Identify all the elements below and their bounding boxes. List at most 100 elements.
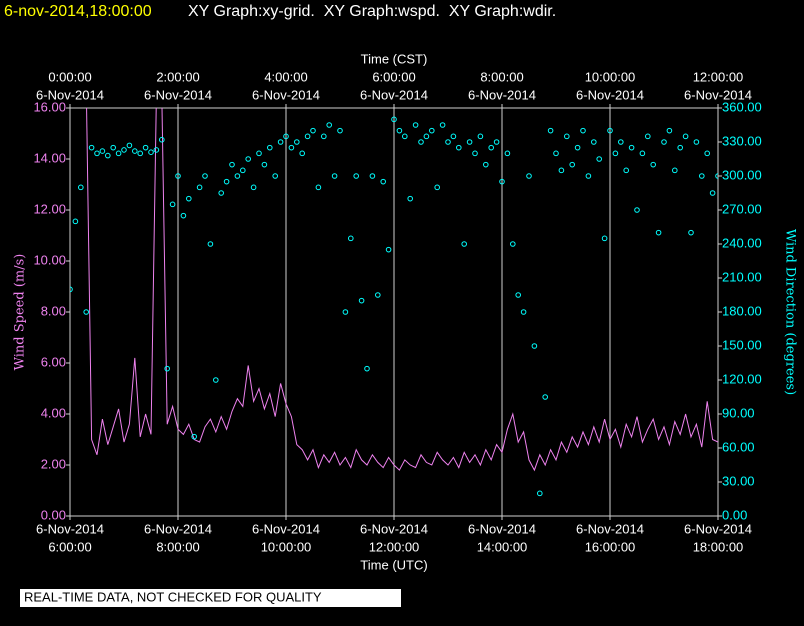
wind-direction-point: [110, 144, 116, 151]
wind-direction-point: [261, 161, 268, 168]
y-tick-label: 12.00: [33, 201, 66, 216]
wind-direction-point: [585, 173, 592, 179]
wind-direction-point: [429, 127, 435, 134]
wind-direction-point: [569, 161, 576, 168]
wind-direction-point: [99, 148, 106, 154]
wind-direction-point: [348, 235, 354, 242]
wind-direction-point: [342, 309, 349, 315]
wind-direction-point: [650, 161, 657, 168]
wind-direction-point: [439, 122, 446, 128]
wind-direction-point: [364, 365, 370, 372]
wind-direction-point: [542, 394, 549, 400]
x2-axis-title: Time (CST): [361, 51, 428, 66]
x-tick-label: 14:00:00: [477, 539, 528, 554]
x-tick-label: 8:00:00: [156, 539, 199, 554]
wind-direction-point: [510, 241, 516, 247]
y-tick-label: 4.00: [41, 405, 66, 420]
wind-direction-point: [88, 144, 95, 151]
wind-direction-point: [272, 173, 279, 179]
y-tick-label: 16.00: [33, 99, 66, 114]
chart-subtitle: XY Graph:xy-grid. XY Graph:wspd. XY Grap…: [188, 3, 556, 20]
wind-direction-point: [288, 144, 295, 151]
y2-tick-label: 120.00: [722, 371, 762, 386]
wind-direction-point: [121, 147, 127, 153]
wind-direction-point: [159, 136, 165, 143]
wind-direction-point: [515, 292, 522, 298]
x2-tick-date: 6-Nov-2014: [360, 87, 428, 102]
wind-direction-point: [520, 309, 527, 315]
x2-tick-label: 2:00:00: [156, 69, 199, 84]
wind-direction-point: [315, 184, 322, 191]
x2-tick-label: 6:00:00: [372, 69, 415, 84]
wind-direction-point: [601, 235, 608, 242]
wind-direction-point: [369, 173, 376, 179]
wind-direction-point: [591, 139, 597, 145]
y2-tick-label: 270.00: [722, 201, 762, 216]
y2-tick-label: 360.00: [722, 99, 762, 114]
wind-direction-point: [623, 167, 630, 174]
wind-direction-point: [472, 150, 478, 157]
wind-direction-point: [304, 133, 311, 140]
wind-direction-point: [207, 241, 214, 247]
wind-direction-point: [229, 161, 235, 168]
wind-direction-point: [407, 195, 414, 202]
wind-direction-point: [526, 173, 532, 179]
wind-direction-point: [83, 309, 89, 315]
x2-tick-date: 6-Nov-2014: [252, 87, 320, 102]
wind-direction-point: [169, 201, 176, 208]
wind-direction-point: [105, 152, 111, 159]
y2-axis-title: Wind Direction (degrees): [783, 229, 798, 395]
wind-direction-point: [434, 184, 441, 191]
x-tick-label: 10:00:00: [261, 539, 312, 554]
wind-direction-point: [148, 149, 154, 155]
wind-direction-point: [283, 133, 289, 140]
wind-direction-point: [126, 142, 133, 149]
wind-direction-point: [547, 127, 554, 134]
wind-direction-point: [245, 156, 251, 162]
y-tick-label: 2.00: [41, 456, 66, 471]
x2-tick-label: 4:00:00: [264, 69, 307, 84]
wind-direction-point: [639, 150, 646, 157]
x2-tick-date: 6-Nov-2014: [576, 87, 644, 102]
y-tick-label: 8.00: [41, 303, 66, 318]
wind-direction-point: [191, 433, 197, 440]
y2-tick-label: 0.00: [722, 507, 747, 522]
wind-direction-point: [618, 139, 624, 145]
y2-tick-label: 330.00: [722, 133, 762, 148]
y-tick-label: 10.00: [33, 252, 66, 267]
wind-direction-point: [493, 139, 500, 145]
wind-direction-point: [240, 167, 246, 174]
wind-direction-point: [715, 173, 718, 179]
wind-direction-point: [380, 178, 387, 185]
x2-tick-date: 6-Nov-2014: [468, 87, 536, 102]
wind-direction-point: [607, 127, 613, 134]
wind-direction-point: [202, 173, 208, 179]
x2-tick-label: 0:00:00: [48, 69, 91, 84]
wind-direction-point: [115, 150, 122, 157]
wind-direction-point: [186, 195, 192, 202]
x2-tick-label: 10:00:00: [585, 69, 636, 84]
wind-direction-point: [396, 127, 403, 134]
wind-direction-point: [666, 127, 673, 134]
x-tick-date: 6-Nov-2014: [144, 521, 212, 536]
x2-tick-label: 8:00:00: [480, 69, 523, 84]
data-layer: [70, 108, 718, 497]
x2-tick-date: 6-Nov-2014: [36, 87, 104, 102]
wind-direction-point: [634, 207, 640, 213]
x-tick-date: 6-Nov-2014: [36, 521, 104, 536]
wind-direction-point: [704, 150, 711, 157]
wind-direction-point: [234, 173, 241, 179]
wind-direction-point: [180, 212, 187, 219]
x-tick-date: 6-Nov-2014: [252, 521, 320, 536]
wind-direction-point: [310, 127, 316, 134]
x-tick-label: 18:00:00: [693, 539, 744, 554]
wind-direction-point: [213, 377, 219, 383]
wind-direction-point: [78, 184, 84, 191]
wind-direction-point: [164, 365, 170, 372]
wind-direction-point: [402, 133, 408, 140]
x-tick-label: 6:00:00: [48, 539, 91, 554]
wind-direction-point: [277, 139, 284, 145]
